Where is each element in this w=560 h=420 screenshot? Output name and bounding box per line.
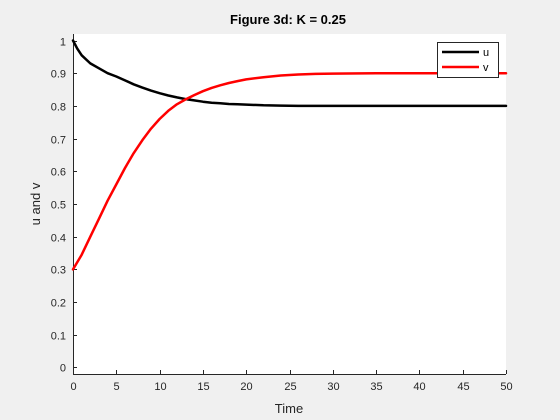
x-tick-label: 35 [370, 381, 382, 393]
legend-label-v: v [483, 62, 489, 74]
y-tick-label: 0.2 [51, 298, 66, 310]
y-tick-label: 0 [60, 363, 66, 375]
x-tick-label: 40 [413, 381, 425, 393]
x-tick-label: 30 [327, 381, 339, 393]
legend-box [437, 42, 499, 78]
legend-label-u: u [483, 47, 489, 59]
y-tick-label: 1 [60, 37, 66, 49]
series-line-v [71, 71, 508, 271]
legend: uv [437, 42, 499, 78]
y-axis-label: u and v [28, 182, 43, 225]
series-group [71, 39, 508, 271]
x-tick-label: 0 [70, 381, 76, 393]
x-tick-label: 15 [197, 381, 209, 393]
x-tick-label: 10 [154, 381, 166, 393]
series-line-u [71, 39, 508, 108]
y-tick-label: 0.5 [51, 200, 66, 212]
y-tick-label: 0.4 [51, 233, 66, 245]
plot-area [73, 34, 506, 374]
x-tick-label: 25 [284, 381, 296, 393]
axes-group: 0 5 10 15 20 25 30 35 40 45 50 0 0.1 0.2 0.3 0.4 0.5 0.6 0… [51, 34, 513, 393]
x-axis-label: Time [275, 401, 303, 416]
x-tick-label: 50 [500, 381, 512, 393]
x-tick-label: 45 [457, 381, 469, 393]
y-tick-label: 0.9 [51, 69, 66, 81]
y-tick-label: 0.3 [51, 265, 66, 277]
x-tick-label: 5 [113, 381, 119, 393]
x-tick-label: 20 [240, 381, 252, 393]
chart-title: Figure 3d: K = 0.25 [230, 12, 346, 27]
y-tick-label: 0.6 [51, 167, 66, 179]
y-tick-label: 0.8 [51, 102, 66, 114]
y-tick-label: 0.7 [51, 135, 66, 147]
y-tick-label: 0.1 [51, 331, 66, 343]
